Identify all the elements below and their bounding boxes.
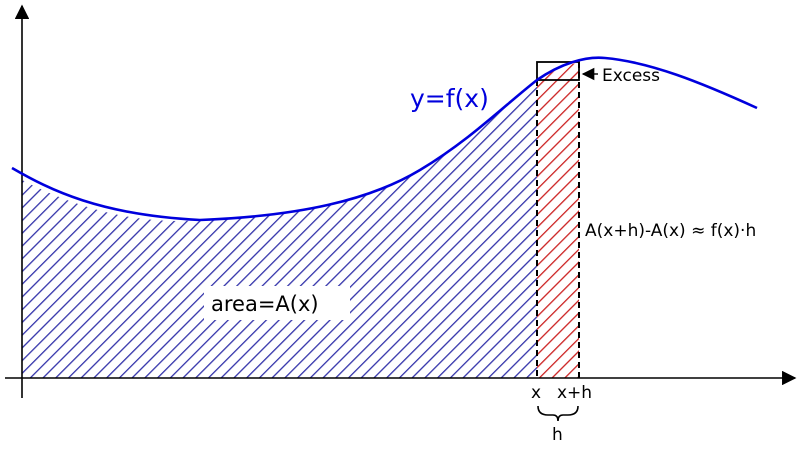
excess-box [536,61,580,81]
excess-label: Excess [602,66,660,86]
area-label-background [204,286,350,320]
h-label: h [552,425,563,445]
difference-label: A(x+h)-A(x) ≈ f(x)·h [585,221,756,241]
area-region [22,80,537,378]
area-label: area=A(x) [211,292,319,316]
curve-label: y=f(x) [410,84,489,113]
x-plus-h-tick-label: x+h [557,383,592,403]
strip-region [537,62,579,378]
h-brace [537,405,579,422]
x-tick-label: x [531,383,541,403]
curve [11,56,758,222]
difference-label-background [582,216,764,244]
